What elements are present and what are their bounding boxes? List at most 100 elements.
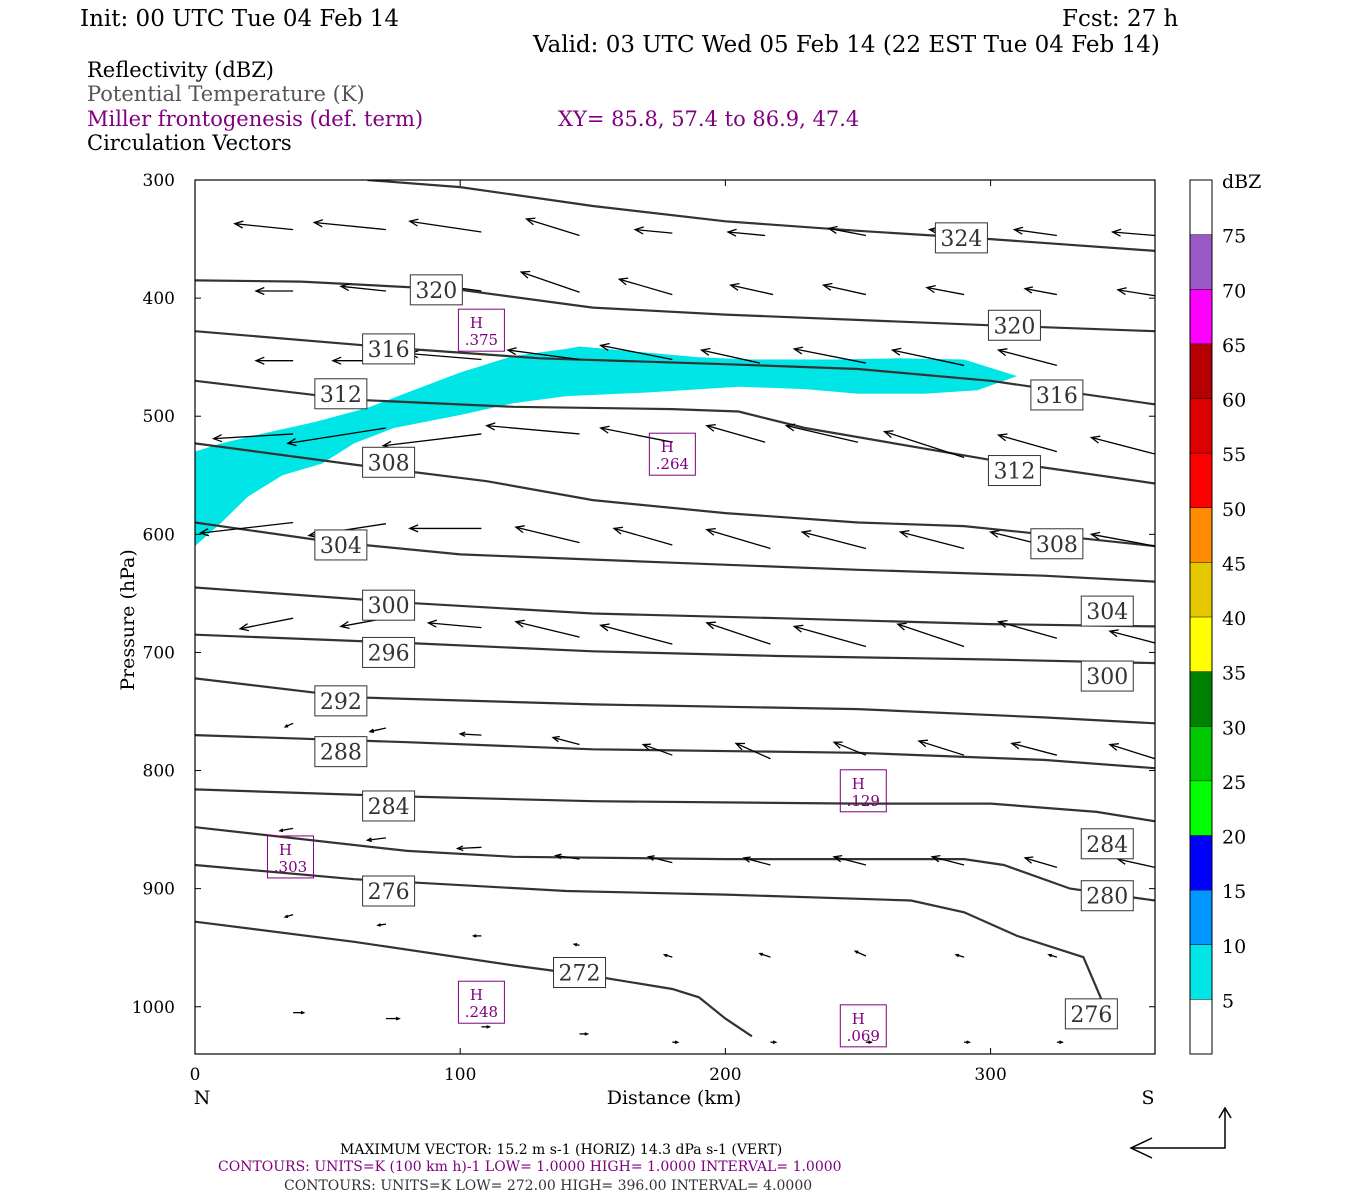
frontogenesis-max: H.248	[457, 980, 505, 1024]
field-circulation-vectors: Circulation Vectors	[87, 131, 292, 155]
vector-head	[699, 347, 711, 356]
vector-head	[641, 743, 651, 751]
vector-head	[519, 270, 531, 279]
vector-shaft	[900, 531, 965, 550]
colorbar: 5 10 15 20 25 30 35 40 45 50 55 60 65 70 75	[1189, 179, 1246, 1055]
x-tick-label: 100	[444, 1065, 476, 1085]
vector-head	[286, 438, 297, 447]
vector-head	[339, 620, 350, 630]
x-axis-label: Distance (km)	[607, 1087, 742, 1109]
vector-head	[254, 286, 265, 296]
vector-shaft	[823, 284, 867, 296]
theta-label-text: 284	[1086, 833, 1128, 858]
init-time: Init: 00 UTC Tue 04 Feb 14	[80, 6, 399, 32]
vector-shaft	[600, 344, 673, 361]
theta-label-text: 276	[368, 880, 410, 905]
vector-head	[705, 621, 716, 630]
axes: 300 400 500 600 700 800 900 1000 0 100 200 300	[132, 171, 1155, 1085]
theta-label-text: 320	[415, 279, 457, 304]
vector-head	[233, 220, 244, 229]
theta-label: 308	[1030, 528, 1084, 560]
frontogenesis-max-value: .129	[847, 792, 880, 810]
frontogenesis-max-label: H	[279, 841, 292, 859]
vector-head	[792, 346, 804, 355]
theta-label-text: 308	[1036, 533, 1078, 558]
theta-label-text: 272	[559, 962, 601, 987]
vector-head	[882, 430, 894, 438]
vector-shaft	[706, 528, 771, 550]
vector-head	[278, 828, 284, 833]
circulation-vector	[1089, 435, 1155, 455]
vector-shaft	[239, 617, 294, 630]
theta-contour-280	[195, 826, 1155, 902]
frontogenesis-max-box	[839, 1004, 887, 1048]
frontogenesis-max-box	[839, 769, 887, 813]
theta-label-text: 300	[368, 594, 410, 619]
vector-shaft	[1024, 857, 1058, 869]
vector-shaft	[600, 624, 673, 645]
vector-head	[772, 1040, 778, 1044]
vector-shaft	[794, 348, 867, 364]
theta-label-text: 304	[320, 534, 362, 559]
vector-shaft	[428, 622, 482, 629]
circulation-vector	[832, 741, 867, 756]
colorbar-label: 60	[1222, 390, 1246, 412]
vector-shaft	[1117, 858, 1155, 869]
vector-head	[996, 433, 1008, 442]
vector-shaft	[706, 622, 771, 645]
colorbar-segment	[1190, 999, 1212, 1054]
colorbar-segment	[1190, 617, 1212, 672]
frontogenesis-max-label: H	[470, 986, 483, 1004]
vector-head	[758, 952, 763, 957]
circulation-vector	[821, 282, 867, 296]
theta-label: 300	[362, 589, 416, 621]
circulation-vector	[770, 1040, 778, 1044]
vector-shaft	[642, 743, 673, 756]
circulation-vector	[734, 742, 771, 760]
vector-head	[1116, 287, 1127, 296]
colorbar-label: 15	[1222, 881, 1246, 903]
vector-shaft	[828, 227, 867, 237]
theta-label: 284	[1080, 828, 1134, 860]
theta-contour-276	[195, 863, 1106, 1008]
vector-head	[584, 1032, 590, 1036]
theta-label-box	[314, 378, 368, 410]
circulation-vector	[278, 827, 294, 833]
circulation-vector	[705, 527, 771, 550]
circulation-vector	[365, 837, 387, 843]
theta-label-box	[362, 636, 416, 668]
vector-head	[455, 845, 464, 852]
vector-head	[254, 356, 265, 365]
theta-label-text: 288	[320, 741, 362, 766]
colorbar-segment	[1190, 343, 1212, 399]
circulation-vectors	[198, 217, 1155, 1044]
circulation-vector	[641, 743, 673, 756]
theta-label-box	[362, 333, 416, 365]
vector-shaft	[855, 950, 867, 957]
y-tick-label: 500	[143, 407, 175, 427]
circulation-vector	[832, 854, 867, 866]
theta-contour-300	[195, 586, 1155, 628]
circulation-vector	[996, 348, 1058, 367]
vector-head	[506, 347, 517, 356]
y-tick-label: 700	[143, 643, 175, 663]
vector-shaft	[367, 837, 387, 841]
theta-label-box	[1080, 660, 1134, 692]
vector-head	[674, 1040, 680, 1044]
vector-head	[633, 226, 644, 235]
vector-shaft	[515, 526, 580, 544]
theta-label-box	[1030, 379, 1084, 411]
circulation-vector	[890, 347, 965, 367]
reflectivity-area	[195, 346, 1018, 547]
theta-label-text: 312	[320, 383, 362, 408]
vector-shaft	[600, 427, 673, 443]
theta-label-text: 276	[1070, 1003, 1112, 1028]
colorbar-segment	[1190, 562, 1212, 617]
vector-head	[821, 282, 833, 291]
circulation-vector	[646, 855, 673, 864]
vector-head	[426, 619, 438, 628]
vector-shaft	[648, 856, 673, 864]
theta-label-box	[1064, 998, 1118, 1030]
valid-time: Valid: 03 UTC Wed 05 Feb 14 (22 EST Tue …	[532, 32, 1160, 58]
theta-label: 320	[409, 274, 463, 306]
